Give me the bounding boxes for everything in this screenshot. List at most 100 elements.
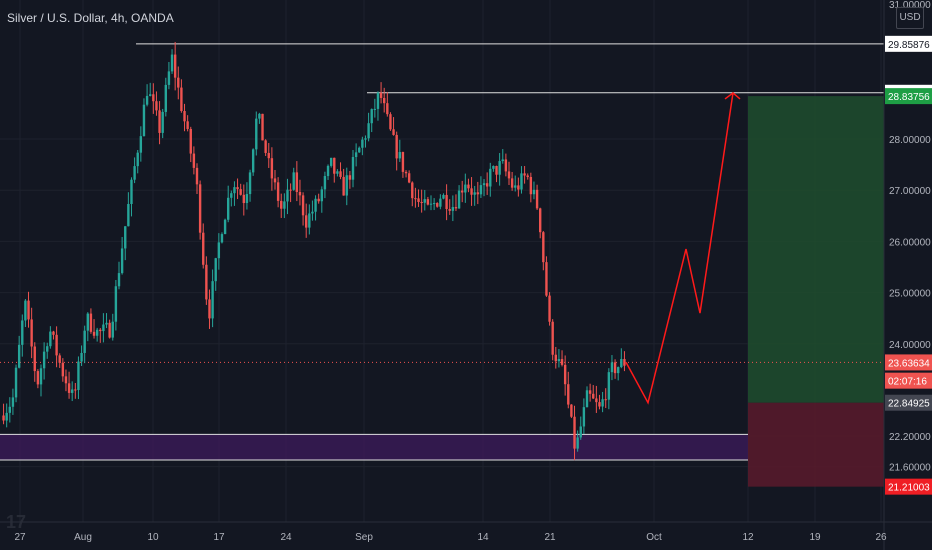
candle	[314, 198, 317, 212]
candle	[329, 157, 333, 166]
candle	[223, 219, 227, 235]
candle	[539, 208, 542, 233]
candle	[445, 194, 448, 210]
candle	[514, 185, 517, 188]
candle	[55, 334, 58, 356]
candle	[267, 152, 270, 159]
candle	[454, 207, 458, 209]
price-tick-label: 22.20000	[889, 432, 931, 443]
candle	[551, 321, 554, 355]
candle	[301, 195, 305, 216]
candle	[71, 389, 74, 393]
candle	[439, 198, 442, 207]
candle	[214, 258, 217, 282]
candle	[613, 362, 617, 374]
candle	[373, 108, 377, 110]
candle	[292, 172, 295, 190]
time-tick-label: 10	[147, 532, 159, 543]
time-tick-label: 14	[477, 532, 489, 543]
candle	[236, 187, 239, 190]
candle	[576, 437, 579, 449]
candle	[523, 173, 526, 176]
candle	[311, 211, 314, 214]
candle	[364, 138, 367, 140]
forecast-path	[625, 92, 734, 405]
candle	[305, 215, 308, 228]
candle	[114, 286, 118, 322]
candle	[17, 344, 21, 368]
candle	[623, 359, 626, 366]
candle	[563, 364, 567, 385]
time-tick-label: Sep	[355, 532, 373, 543]
candle	[595, 398, 598, 403]
price-tick-label: 28.00000	[889, 135, 931, 146]
candle	[598, 402, 601, 407]
candle	[429, 203, 433, 205]
candle	[464, 184, 467, 193]
candle	[49, 331, 52, 347]
candle	[461, 190, 464, 193]
candle	[289, 189, 292, 191]
candle	[183, 111, 186, 122]
price-label-box	[885, 354, 932, 371]
candle	[420, 201, 423, 203]
candle	[27, 300, 30, 320]
candle	[30, 319, 33, 347]
price-label-box	[885, 372, 932, 389]
candle	[164, 84, 167, 112]
candle	[617, 367, 620, 374]
candle	[161, 111, 164, 133]
candle	[276, 182, 280, 201]
candle	[8, 406, 11, 413]
candle	[457, 190, 461, 209]
candle	[517, 185, 520, 190]
candle	[489, 168, 492, 187]
candle	[510, 178, 514, 188]
price-tick-label: 31.00000	[889, 0, 931, 11]
candle	[149, 94, 152, 96]
price-label-box	[885, 394, 932, 411]
candle	[407, 173, 411, 183]
candle	[473, 192, 476, 195]
candle	[233, 187, 236, 194]
candle	[42, 351, 46, 369]
candle	[105, 322, 108, 325]
candle	[320, 189, 323, 202]
candle	[64, 376, 68, 384]
price-label-box	[885, 478, 932, 495]
candle	[230, 193, 233, 198]
currency-button[interactable]: USD	[896, 7, 924, 29]
candle	[136, 152, 139, 167]
candle	[379, 92, 383, 98]
candle	[339, 171, 342, 177]
time-tick-label: 27	[14, 532, 26, 543]
candle	[227, 197, 230, 220]
candle	[370, 109, 373, 124]
candle	[354, 152, 358, 158]
candle	[588, 390, 592, 394]
candle	[21, 320, 24, 345]
candle	[11, 397, 15, 407]
candle	[426, 199, 430, 205]
candle	[261, 113, 264, 141]
candle	[195, 167, 199, 185]
price-tick-label: 24.00000	[889, 340, 931, 351]
candle	[189, 128, 192, 154]
candle	[582, 407, 586, 427]
price-label: 28.83756	[888, 92, 930, 103]
tradingview-logo: 17	[6, 512, 27, 532]
candle	[61, 362, 65, 377]
candle	[604, 399, 607, 401]
candle	[142, 104, 146, 137]
candle	[39, 368, 43, 385]
time-tick-label: 19	[809, 532, 821, 543]
candle	[485, 183, 489, 187]
candle	[251, 149, 255, 173]
candle	[80, 352, 83, 362]
chart-title: Silver / U.S. Dollar, 4h, OANDA	[7, 11, 174, 25]
candle	[479, 185, 483, 195]
candle	[192, 153, 196, 168]
candle	[298, 191, 302, 196]
candle	[33, 346, 36, 372]
